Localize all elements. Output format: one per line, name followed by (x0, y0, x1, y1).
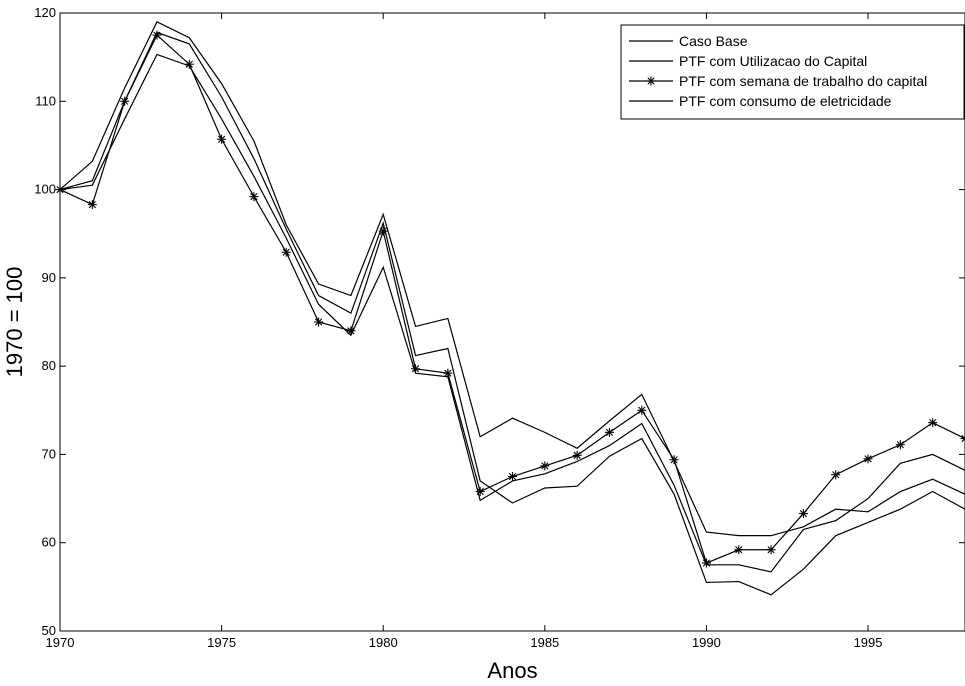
legend-item: PTF com Utilizacao do Capital (629, 53, 867, 69)
x-tick-label: 1995 (854, 635, 883, 650)
data-point-star (411, 364, 421, 374)
legend-item: PTF com semana de trabalho do capital (629, 73, 927, 89)
legend: Caso Base PTF com Utilizacao do Capital PT… (620, 24, 965, 120)
series-line (59, 53, 965, 573)
y-axis-title: 1970 = 100 (2, 267, 27, 378)
series-3 (55, 30, 965, 568)
x-axis-title: Anos (487, 658, 537, 683)
data-point-star (831, 470, 841, 480)
plot-frame (59, 12, 965, 632)
x-tick-label: 1990 (692, 635, 721, 650)
data-point-star (701, 558, 711, 568)
data-point-star (540, 461, 550, 471)
legend-box (620, 24, 965, 120)
x-tick-label: 1970 (46, 635, 75, 650)
y-tick-label: 120 (34, 5, 56, 20)
series-layer (55, 21, 965, 596)
legend-label: Caso Base (679, 33, 748, 49)
data-point-star (669, 455, 679, 465)
data-point-star (217, 134, 227, 144)
x-tick-label: 1975 (207, 635, 236, 650)
data-point-star (508, 472, 517, 481)
y-tick-label: 110 (35, 93, 56, 108)
data-point-star (734, 545, 744, 555)
y-axis-ticks: 50 60 70 80 90 100 110 120 (34, 5, 965, 638)
legend-label: PTF com consumo de eletricidade (679, 93, 892, 109)
y-tick-label: 70 (42, 446, 56, 461)
legend-item: PTF com consumo de eletricidade (629, 93, 892, 109)
series-4 (59, 53, 965, 573)
x-axis-ticks: 1970 1975 1980 1985 1990 1995 (46, 13, 883, 650)
legend-label: PTF com Utilizacao do Capital (679, 53, 867, 69)
data-point-star (378, 226, 388, 236)
y-tick-label: 80 (42, 358, 56, 373)
data-point-star (960, 434, 965, 444)
data-point-star (184, 59, 194, 69)
data-point-star (766, 545, 776, 555)
series-2 (59, 31, 965, 596)
data-point-star (604, 427, 614, 437)
data-point-star (572, 450, 582, 460)
data-point-star (646, 76, 656, 86)
series-line (59, 31, 965, 596)
y-tick-label: 90 (42, 270, 56, 285)
data-point-star (895, 440, 905, 450)
y-tick-label: 100 (34, 182, 56, 197)
data-point-star (798, 509, 808, 519)
data-point-star (152, 30, 162, 40)
data-point-star (87, 200, 97, 210)
data-point-star (928, 418, 938, 428)
legend-item: Caso Base (629, 33, 748, 49)
legend-label: PTF com semana de trabalho do capital (679, 73, 927, 89)
data-point-star (120, 96, 130, 106)
series-1 (59, 21, 965, 537)
x-tick-label: 1985 (530, 635, 559, 650)
plot-area (59, 12, 965, 632)
data-point-star (281, 247, 291, 257)
data-point-star (637, 405, 647, 415)
data-point-star (314, 317, 324, 327)
y-tick-label: 60 (42, 535, 56, 550)
y-tick-label: 50 (42, 623, 56, 638)
series-line (59, 21, 965, 537)
data-point-star (249, 192, 259, 202)
x-tick-label: 1980 (369, 635, 398, 650)
data-point-star (863, 454, 873, 464)
